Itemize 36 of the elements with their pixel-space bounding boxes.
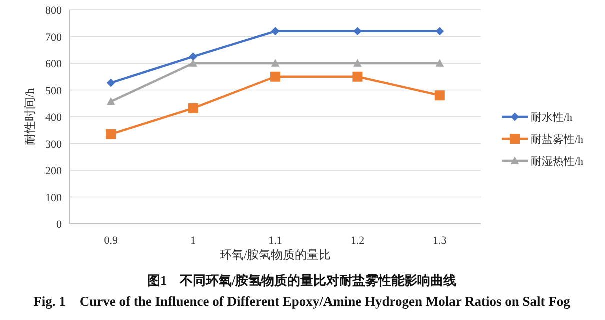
y-tick-label: 300 bbox=[46, 138, 62, 151]
point bbox=[354, 27, 362, 36]
y-tick-label: 800 bbox=[46, 5, 62, 17]
y-axis-title: 耐性时间/h bbox=[23, 88, 37, 146]
point bbox=[354, 59, 362, 67]
point bbox=[271, 27, 280, 36]
legend-label: 耐盐雾性/h bbox=[531, 133, 584, 146]
x-tick-label: 1.2 bbox=[350, 235, 365, 247]
point bbox=[434, 90, 445, 101]
y-tick-label: 200 bbox=[46, 166, 62, 178]
point bbox=[352, 72, 363, 82]
text: 图1 不同环氧/胺氢物质的量比对耐盐雾性能影响曲线 bbox=[147, 273, 457, 288]
point bbox=[271, 59, 280, 67]
x-tick-label: 1.3 bbox=[433, 235, 448, 247]
x-tick-label: 0.9 bbox=[104, 235, 118, 247]
y-tick-label: 100 bbox=[46, 192, 62, 204]
point bbox=[436, 59, 444, 67]
point bbox=[270, 72, 280, 82]
y-tick-label: 400 bbox=[46, 112, 62, 124]
x-axis-title: 环氧/胺氢物质的量比 bbox=[220, 248, 332, 262]
y-tick-label: 600 bbox=[46, 58, 62, 70]
point bbox=[106, 129, 116, 140]
legend-label: 耐水性/h bbox=[531, 111, 574, 124]
y-tick-label: 500 bbox=[46, 85, 62, 98]
x-tick-label: 1.1 bbox=[268, 235, 282, 247]
point bbox=[436, 27, 444, 36]
y-tick-label: 700 bbox=[46, 32, 62, 44]
point bbox=[106, 78, 116, 88]
text: Fig. 1 Curve of the Influence of Different Epoxy/Amine Hydrogen Molar Ratios on Salt Fog bbox=[34, 294, 571, 309]
point bbox=[106, 98, 116, 106]
point bbox=[188, 103, 198, 114]
point bbox=[189, 59, 198, 67]
x-tick-label: 1 bbox=[190, 235, 196, 247]
y-tick-label: 0 bbox=[56, 219, 62, 231]
point bbox=[189, 52, 198, 62]
legend-label: 耐湿热性/h bbox=[531, 156, 584, 168]
